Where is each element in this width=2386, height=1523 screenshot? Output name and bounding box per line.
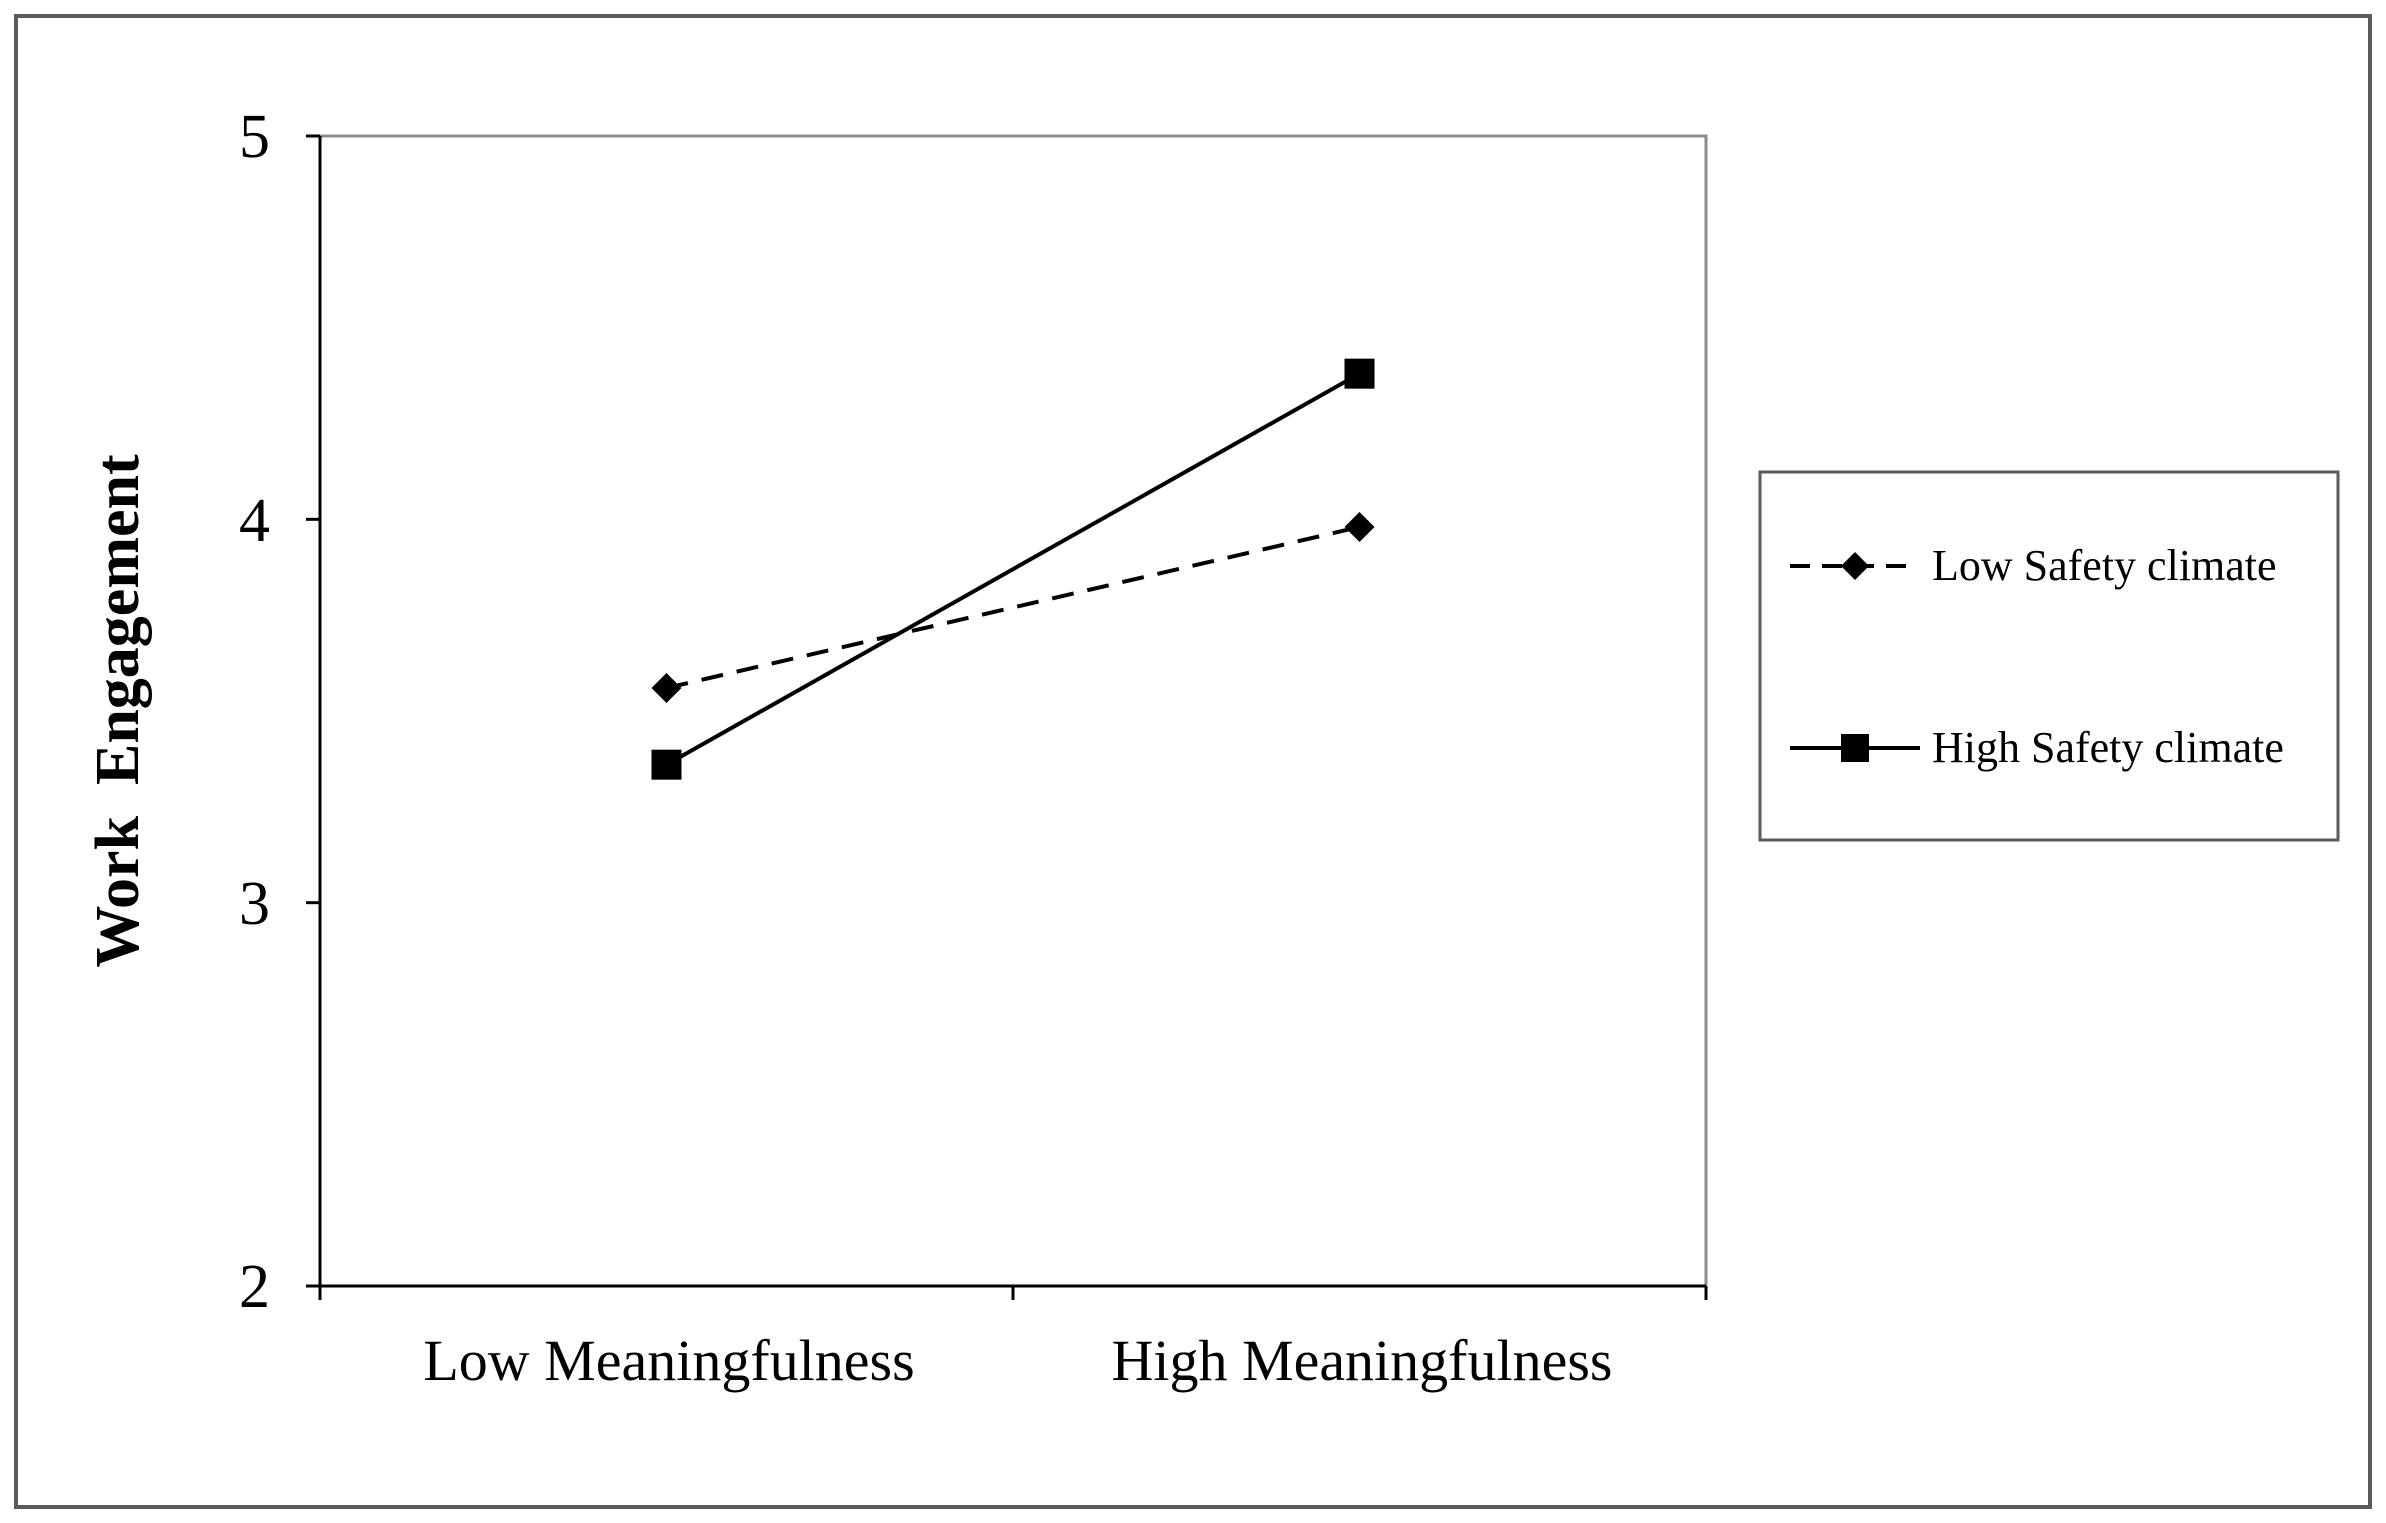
y-tick-label: 4 xyxy=(239,487,270,555)
legend-diamond-marker xyxy=(1841,552,1869,580)
legend-item-high-safety: High Safety climate xyxy=(1790,723,2284,772)
data-point-marker xyxy=(651,749,682,780)
legend-label: Low Safety climate xyxy=(1932,541,2277,590)
series-line xyxy=(666,525,1360,690)
legend-item-low-safety: Low Safety climate xyxy=(1790,541,2277,590)
series-layer xyxy=(651,358,1375,780)
plot-area xyxy=(318,134,1708,1288)
y-tick-label: 2 xyxy=(239,1253,270,1321)
legend-box xyxy=(1758,470,2340,842)
data-point-marker xyxy=(1344,358,1375,389)
legend-label: High Safety climate xyxy=(1932,723,2284,772)
data-point-marker xyxy=(651,673,682,703)
x-category-label: Low Meaningfulness xyxy=(423,1328,914,1393)
y-tick-group: 2 3 4 5 xyxy=(239,103,270,1321)
y-tick-marks xyxy=(306,134,1708,1300)
y-axis-title: Work Engagement xyxy=(84,454,152,968)
x-category-label: High Meaningfulness xyxy=(1112,1328,1613,1393)
y-tick-label: 5 xyxy=(239,103,270,171)
data-point-marker xyxy=(1344,512,1375,542)
legend-square-marker xyxy=(1841,734,1869,762)
series-line xyxy=(665,371,1361,767)
y-tick-label: 3 xyxy=(239,870,270,938)
